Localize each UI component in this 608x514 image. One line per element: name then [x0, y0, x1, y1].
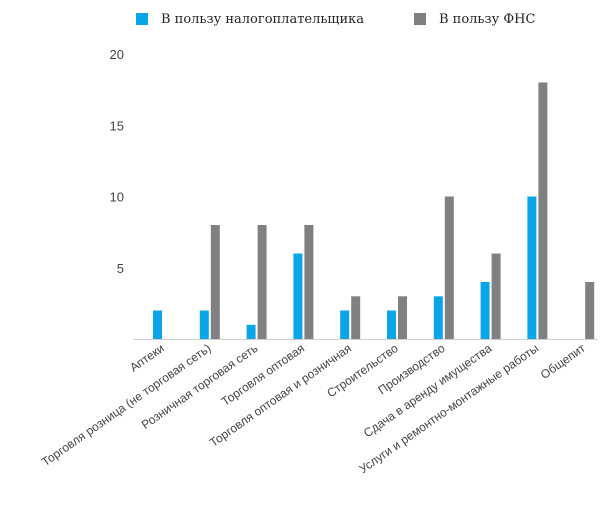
legend-swatch-1: [136, 13, 148, 25]
x-tick-label-1: Аптеки: [127, 341, 167, 375]
y-tick-label-15: 15: [110, 118, 124, 133]
bar-1-3: [246, 324, 256, 340]
bar-2-3: [257, 225, 267, 339]
y-tick-label-10: 10: [110, 190, 124, 205]
y-axis: 5 10 15 20: [110, 47, 124, 276]
bar-2-7: [444, 196, 454, 339]
bar-1-2: [199, 310, 209, 339]
y-tick-label-5: 5: [117, 261, 124, 276]
bar-2-9: [538, 82, 548, 339]
bar-2-4: [304, 225, 314, 339]
bar-1-4: [293, 253, 303, 339]
x-tick-label-10: Общепит: [538, 341, 588, 382]
bars: [153, 82, 595, 340]
legend-label-2: В пользу ФНС: [439, 12, 536, 27]
bar-2-5: [351, 296, 361, 340]
legend-swatch-2: [414, 13, 426, 25]
bar-1-8: [480, 282, 490, 339]
legend-label-1: В пользу налогоплательщика: [161, 12, 364, 27]
bar-1-5: [340, 310, 350, 339]
bar-1-7: [433, 296, 443, 340]
bar-1-6: [387, 310, 396, 339]
bar-1-9: [527, 196, 537, 339]
bar-2-6: [398, 296, 407, 340]
x-tick-label-2: Торговля розница (не торговая сеть): [39, 341, 214, 469]
bar-2-8: [491, 253, 501, 339]
legend: В пользу налогоплательщика В пользу ФНС: [136, 12, 536, 27]
bar-2-10: [585, 282, 595, 339]
bar-1-1: [153, 310, 162, 339]
y-tick-label-20: 20: [110, 47, 124, 62]
bar-2-2: [210, 225, 220, 339]
